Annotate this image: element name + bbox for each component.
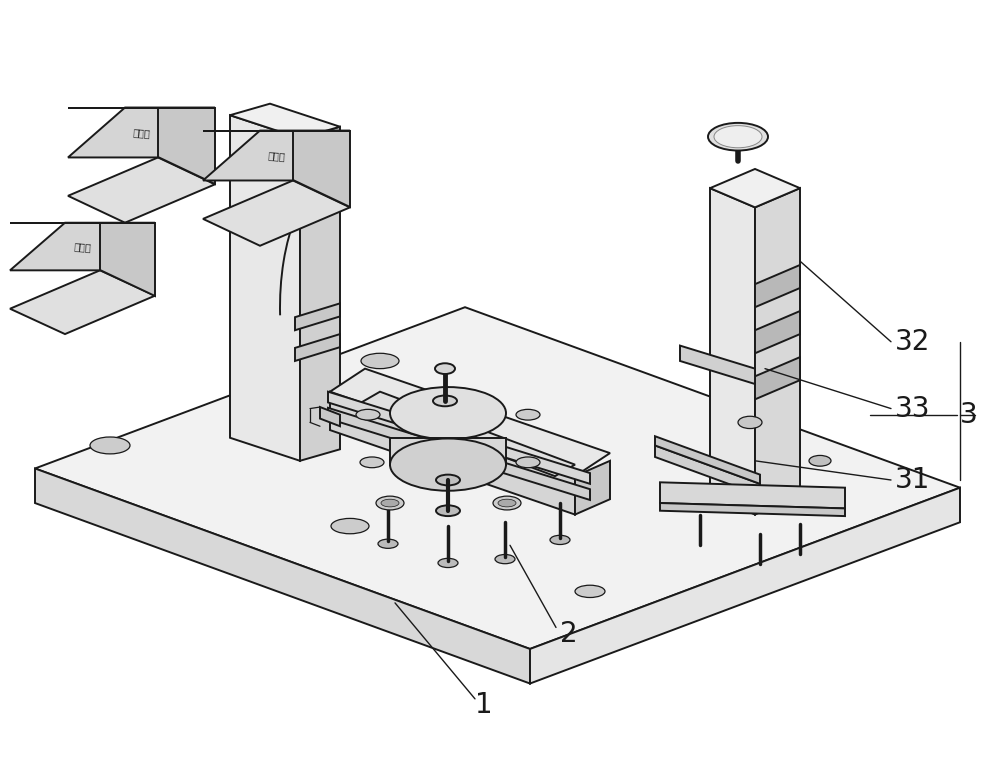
Ellipse shape [550, 535, 570, 545]
Polygon shape [575, 461, 610, 515]
Polygon shape [328, 408, 590, 500]
Ellipse shape [714, 126, 762, 147]
Polygon shape [295, 303, 340, 330]
Polygon shape [203, 180, 350, 246]
Polygon shape [755, 357, 800, 399]
Polygon shape [710, 169, 800, 207]
Polygon shape [390, 438, 506, 465]
Polygon shape [755, 311, 800, 353]
Ellipse shape [708, 123, 768, 151]
Ellipse shape [711, 426, 749, 442]
Ellipse shape [495, 554, 515, 564]
Ellipse shape [436, 505, 460, 516]
Polygon shape [330, 369, 610, 476]
Ellipse shape [516, 409, 540, 420]
Ellipse shape [498, 499, 516, 507]
Text: 显示器: 显示器 [132, 127, 151, 138]
Polygon shape [35, 307, 960, 649]
Polygon shape [10, 270, 155, 334]
Polygon shape [68, 157, 215, 223]
Text: 显示器: 显示器 [267, 150, 286, 161]
Polygon shape [360, 392, 575, 476]
Ellipse shape [436, 475, 460, 485]
Polygon shape [710, 188, 755, 515]
Polygon shape [320, 407, 340, 426]
Polygon shape [230, 115, 300, 461]
Ellipse shape [331, 518, 369, 534]
Polygon shape [293, 131, 350, 207]
Ellipse shape [361, 353, 399, 369]
Text: 显示器: 显示器 [73, 241, 92, 252]
Polygon shape [655, 445, 760, 495]
Polygon shape [660, 503, 845, 516]
Polygon shape [328, 392, 590, 484]
Text: 33: 33 [895, 395, 930, 422]
Ellipse shape [575, 585, 605, 598]
Ellipse shape [90, 437, 130, 454]
Polygon shape [530, 488, 960, 684]
Ellipse shape [493, 496, 521, 510]
Text: 32: 32 [895, 328, 930, 356]
Ellipse shape [378, 539, 398, 548]
Text: 3: 3 [960, 401, 978, 429]
Ellipse shape [376, 496, 404, 510]
Polygon shape [300, 127, 340, 461]
Polygon shape [10, 223, 155, 270]
Polygon shape [230, 104, 340, 138]
Ellipse shape [516, 457, 540, 468]
Polygon shape [295, 334, 340, 361]
Ellipse shape [433, 396, 457, 406]
Ellipse shape [435, 363, 455, 374]
Polygon shape [330, 392, 575, 515]
Polygon shape [660, 482, 845, 508]
Ellipse shape [738, 416, 762, 429]
Ellipse shape [381, 499, 399, 507]
Ellipse shape [390, 439, 506, 491]
Polygon shape [158, 108, 215, 184]
Polygon shape [755, 265, 800, 307]
Text: 1: 1 [475, 691, 493, 719]
Polygon shape [203, 131, 350, 180]
Polygon shape [35, 468, 530, 684]
Ellipse shape [356, 409, 380, 420]
Ellipse shape [360, 457, 384, 468]
Polygon shape [755, 188, 800, 515]
Polygon shape [655, 436, 760, 484]
Polygon shape [680, 346, 755, 384]
Ellipse shape [438, 558, 458, 568]
Ellipse shape [809, 455, 831, 466]
Polygon shape [68, 108, 215, 157]
Text: 2: 2 [560, 620, 578, 647]
Polygon shape [100, 223, 155, 296]
Text: 31: 31 [895, 466, 930, 494]
Ellipse shape [390, 387, 506, 439]
